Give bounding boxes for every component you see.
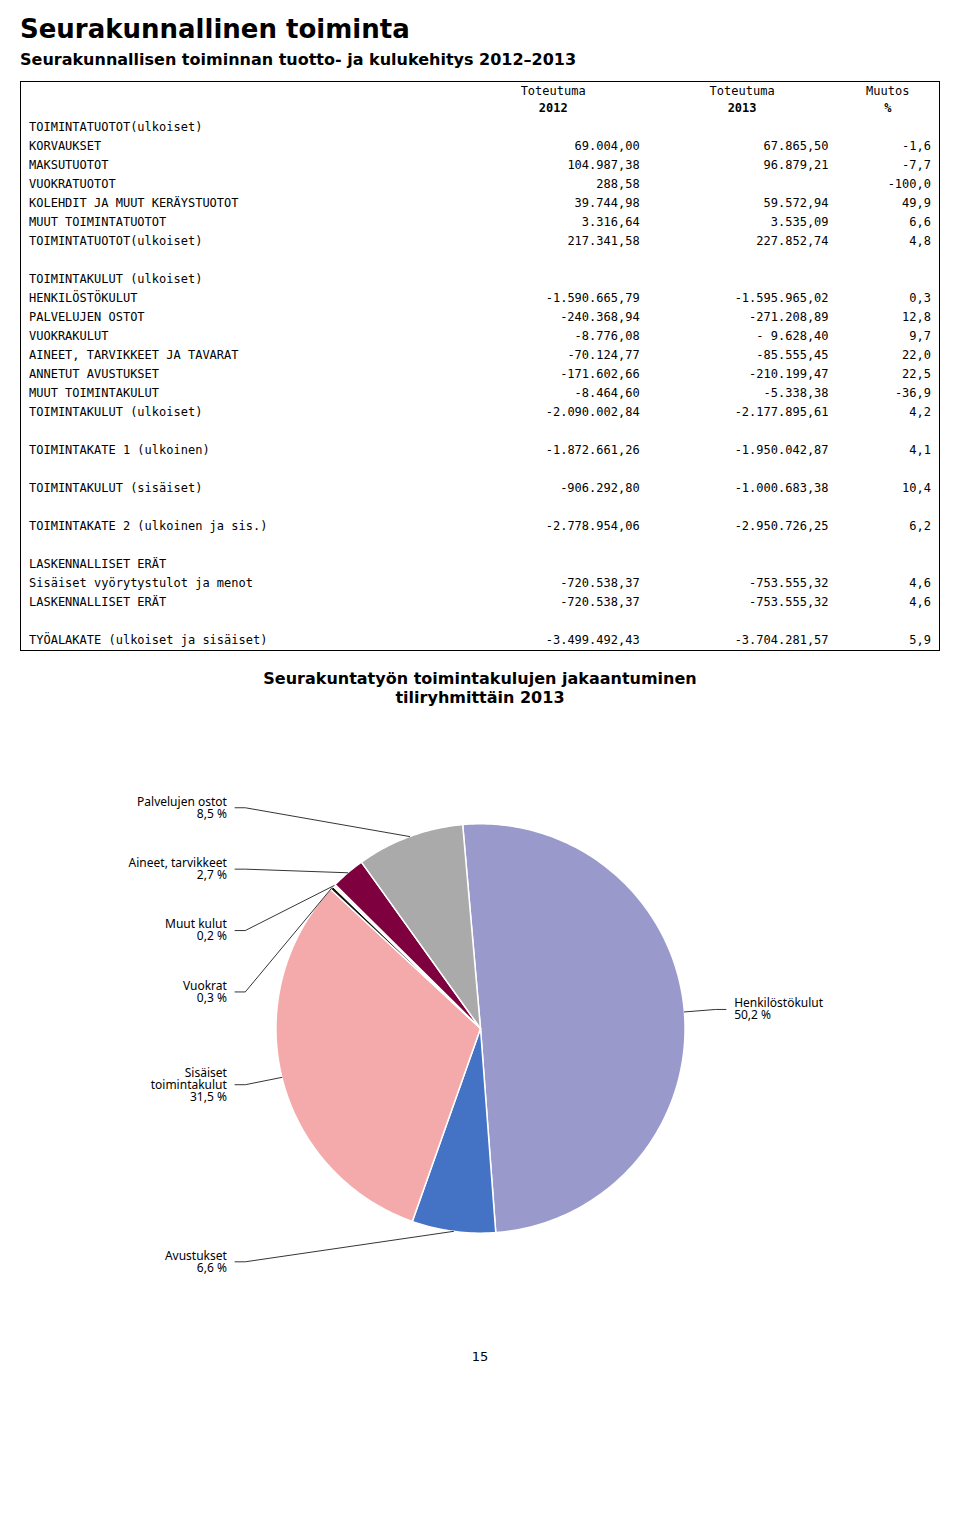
svg-text:Henkilöstökulut50,2 %: Henkilöstökulut50,2 % — [734, 994, 824, 1023]
html-text:TOIMINTATUOTOT(ulkoiset): TOIMINTATUOTOT(ulkoiset) — [29, 120, 203, 134]
html-text:2013: 2013 — [727, 101, 757, 115]
html-text:LASKENNALLISET ERÄT: LASKENNALLISET ERÄT — [29, 595, 167, 609]
html-text:Sisäiset vyörytystulot ja meno: Sisäiset vyörytystulot ja menot — [29, 576, 253, 590]
html-text:-85.555,45: -85.555,45 — [756, 348, 829, 362]
html-text:Seurakunnallisen toiminnan tuo: Seurakunnallisen toiminnan tuotto- ja ku… — [20, 50, 577, 69]
html-text:10,4: 10,4 — [902, 481, 931, 495]
html-text:ANNETUT AVUSTUKSET: ANNETUT AVUSTUKSET — [29, 367, 159, 381]
html-text:TOIMINTAKULUT (ulkoiset): TOIMINTAKULUT (ulkoiset) — [29, 405, 203, 419]
html-text:PALVELUJEN OSTOT: PALVELUJEN OSTOT — [29, 310, 145, 324]
html-text:-7,7: -7,7 — [902, 158, 931, 172]
html-text:-8.464,60: -8.464,60 — [574, 386, 640, 400]
html-text:-2.778.954,06: -2.778.954,06 — [545, 519, 640, 533]
html-text:0,3: 0,3 — [909, 291, 931, 305]
svg-text:Vuokrat0,3 %: Vuokrat0,3 % — [183, 977, 228, 1006]
html-text:KOLEHDIT JA MUUT KERÄYSTUOTOT: KOLEHDIT JA MUUT KERÄYSTUOTOT — [29, 196, 239, 210]
html-text:VUOKRAKULUT: VUOKRAKULUT — [29, 329, 109, 343]
html-text:6,2: 6,2 — [909, 519, 931, 533]
html-text:5,9: 5,9 — [909, 633, 931, 647]
html-text:288,58: 288,58 — [596, 177, 640, 191]
html-text:-1,6: -1,6 — [902, 139, 931, 153]
html-text:-5.338,38: -5.338,38 — [763, 386, 829, 400]
html-text:-8.776,08: -8.776,08 — [574, 329, 640, 343]
html-text:Seurakuntatyön toimintakulujen: Seurakuntatyön toimintakulujen jakaantum… — [263, 669, 697, 707]
html-text:2012: 2012 — [538, 101, 568, 115]
html-text:22,5: 22,5 — [902, 367, 931, 381]
html-text:67.865,50: 67.865,50 — [763, 139, 829, 153]
html-text:TOIMINTAKATE 2 (ulkoinen ja si: TOIMINTAKATE 2 (ulkoinen ja sis.) — [29, 519, 268, 533]
svg-text:Sisäisettoimintakulut31,5 %: Sisäisettoimintakulut31,5 % — [151, 1064, 228, 1105]
html-text:Toteutuma: Toteutuma — [520, 84, 586, 98]
html-text:-2.177.895,61: -2.177.895,61 — [734, 405, 829, 419]
html-text:3.535,09: 3.535,09 — [770, 215, 829, 229]
html-text:-906.292,80: -906.292,80 — [560, 481, 640, 495]
html-text:Muutos: Muutos — [866, 84, 910, 98]
html-text:MUUT TOIMINTATUOTOT: MUUT TOIMINTATUOTOT — [29, 215, 167, 229]
html-text:-100,0: -100,0 — [887, 177, 931, 191]
html-text:49,9: 49,9 — [902, 196, 931, 210]
html-text:- 9.628,40: - 9.628,40 — [756, 329, 829, 343]
svg-text:Avustukset6,6 %: Avustukset6,6 % — [165, 1247, 228, 1276]
html-text:6,6: 6,6 — [909, 215, 931, 229]
html-text:-3.499.492,43: -3.499.492,43 — [545, 633, 640, 647]
svg-text:Aineet, tarvikkeet2,7 %: Aineet, tarvikkeet2,7 % — [129, 854, 228, 883]
html-text:Toteutuma: Toteutuma — [709, 84, 775, 98]
html-text:4,6: 4,6 — [909, 576, 931, 590]
html-text:TOIMINTAKATE 1 (ulkoinen): TOIMINTAKATE 1 (ulkoinen) — [29, 443, 210, 457]
html-text:HENKILÖSTÖKULUT: HENKILÖSTÖKULUT — [29, 291, 138, 305]
html-text:3.316,64: 3.316,64 — [581, 215, 640, 229]
html-text:TOIMINTAKULUT (ulkoiset): TOIMINTAKULUT (ulkoiset) — [29, 272, 203, 286]
html-text:227.852,74: 227.852,74 — [756, 234, 829, 248]
html-text:4,6: 4,6 — [909, 595, 931, 609]
html-text:96.879,21: 96.879,21 — [763, 158, 829, 172]
html-text:-1.590.665,79: -1.590.665,79 — [545, 291, 640, 305]
html-text:TOIMINTATUOTOT(ulkoiset): TOIMINTATUOTOT(ulkoiset) — [29, 234, 203, 248]
html-text:-1.872.661,26: -1.872.661,26 — [545, 443, 640, 457]
html-text:MUUT TOIMINTAKULUT: MUUT TOIMINTAKULUT — [29, 386, 159, 400]
html-text:MAKSUTUOTOT: MAKSUTUOTOT — [29, 158, 109, 172]
svg-text:Palvelujen ostot8,5 %: Palvelujen ostot8,5 % — [137, 793, 227, 822]
html-text:4,1: 4,1 — [909, 443, 931, 457]
html-text:-753.555,32: -753.555,32 — [749, 595, 829, 609]
html-text:TOIMINTAKULUT (sisäiset): TOIMINTAKULUT (sisäiset) — [29, 481, 203, 495]
html-text:-1.950.042,87: -1.950.042,87 — [734, 443, 829, 457]
html-text:69.004,00: 69.004,00 — [574, 139, 640, 153]
html-text:-2.090.002,84: -2.090.002,84 — [545, 405, 640, 419]
html-text:-36,9: -36,9 — [894, 386, 931, 400]
html-text:59.572,94: 59.572,94 — [763, 196, 829, 210]
html-text:-2.950.726,25: -2.950.726,25 — [734, 519, 829, 533]
html-text:39.744,98: 39.744,98 — [574, 196, 640, 210]
html-text:AINEET, TARVIKKEET JA TAVARAT: AINEET, TARVIKKEET JA TAVARAT — [29, 348, 239, 362]
html-text:-720.538,37: -720.538,37 — [560, 595, 640, 609]
html-text:-1.000.683,38: -1.000.683,38 — [734, 481, 829, 495]
html-text:-171.602,66: -171.602,66 — [560, 367, 640, 381]
html-text:4,2: 4,2 — [909, 405, 931, 419]
html-text:-210.199,47: -210.199,47 — [749, 367, 829, 381]
html-text:9,7: 9,7 — [909, 329, 931, 343]
html-text:-1.595.965,02: -1.595.965,02 — [734, 291, 829, 305]
html-text:LASKENNALLISET ERÄT: LASKENNALLISET ERÄT — [29, 557, 167, 571]
html-text:TYÖALAKATE (ulkoiset ja sisäis: TYÖALAKATE (ulkoiset ja sisäiset) — [29, 633, 268, 647]
html-text:-70.124,77: -70.124,77 — [567, 348, 640, 362]
html-text:217.341,58: 217.341,58 — [567, 234, 640, 248]
html-text:-753.555,32: -753.555,32 — [749, 576, 829, 590]
html-text:15: 15 — [471, 1349, 489, 1364]
html-text:-271.208,89: -271.208,89 — [749, 310, 829, 324]
html-text:104.987,38: 104.987,38 — [567, 158, 640, 172]
html-text:-3.704.281,57: -3.704.281,57 — [734, 633, 829, 647]
html-text:Seurakunnallinen toiminta: Seurakunnallinen toiminta — [20, 14, 410, 44]
html-text:-720.538,37: -720.538,37 — [560, 576, 640, 590]
html-text:-240.368,94: -240.368,94 — [560, 310, 640, 324]
html-text:VUOKRATUOTOT: VUOKRATUOTOT — [29, 177, 116, 191]
svg-text:Muut kulut0,2 %: Muut kulut0,2 % — [165, 915, 228, 944]
html-text:22,0: 22,0 — [902, 348, 931, 362]
html-text:12,8: 12,8 — [902, 310, 931, 324]
html-text:KORVAUKSET: KORVAUKSET — [29, 139, 102, 153]
html-text:4,8: 4,8 — [909, 234, 931, 248]
